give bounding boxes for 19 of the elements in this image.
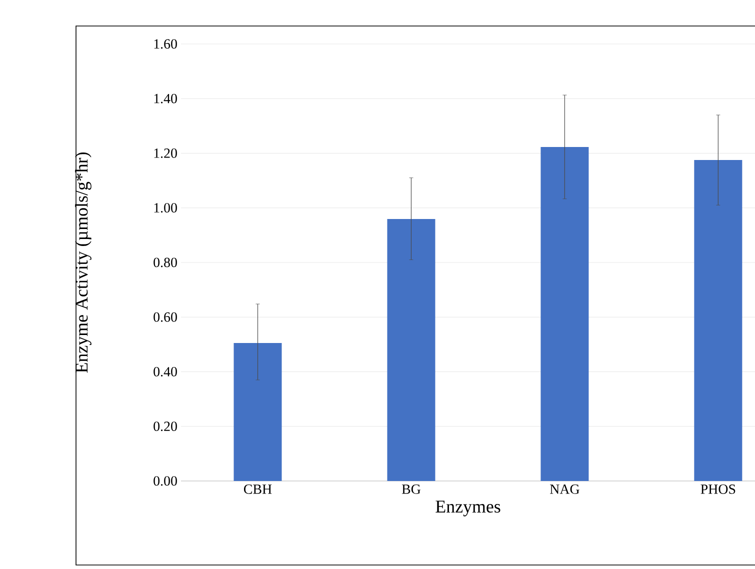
x-tick-label: NAG	[550, 484, 580, 494]
y-tick-label: 0.40	[154, 366, 177, 376]
y-tick-label: 0.00	[154, 476, 177, 486]
x-tick-label: CBH	[244, 484, 272, 494]
y-tick-label: 0.20	[154, 422, 177, 432]
y-tick-label: 1.20	[154, 148, 177, 158]
bar	[694, 160, 742, 481]
y-axis-title: Enzyme Activity (µmols/g*hr)	[75, 152, 92, 373]
bar	[387, 219, 436, 481]
x-axis-title: Enzymes	[436, 500, 500, 516]
x-tick-label: PHOS	[700, 484, 736, 494]
bar	[234, 343, 282, 481]
y-tick-label: 1.60	[154, 39, 177, 49]
y-tick-label: 1.00	[154, 203, 177, 213]
y-tick-label: 0.80	[154, 258, 177, 268]
x-tick-label: BG	[402, 484, 420, 494]
y-tick-label: 1.40	[154, 94, 177, 104]
bar	[540, 146, 589, 481]
y-tick-label: 0.60	[154, 312, 177, 322]
